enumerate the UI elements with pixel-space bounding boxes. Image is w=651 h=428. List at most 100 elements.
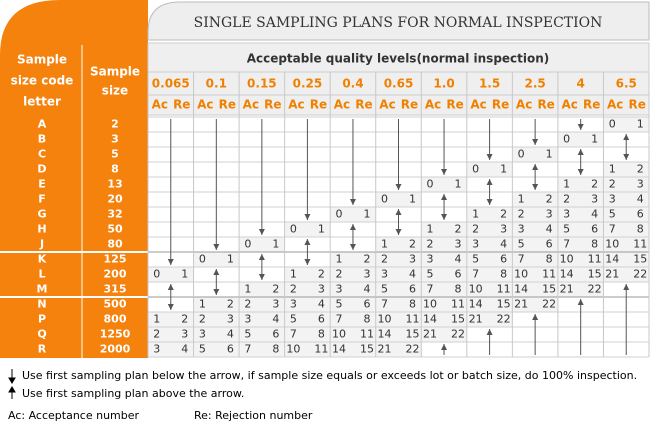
aql: 6.5	[616, 77, 637, 91]
ac-value: 1	[244, 283, 251, 296]
plan-cell	[375, 327, 422, 342]
code-letter-head: letter	[23, 95, 61, 109]
plan-cell	[421, 312, 467, 327]
ac-value: 21	[560, 283, 574, 296]
ac-value: 5	[381, 283, 388, 296]
plan-cell	[239, 312, 285, 327]
plan-cell	[239, 297, 285, 312]
ac-value: 10	[378, 313, 392, 326]
ac-value: 10	[332, 328, 346, 341]
ac-value: 1	[335, 253, 342, 266]
ac-value: 5	[335, 298, 342, 311]
re-value: 3	[546, 208, 553, 221]
arrow-head	[167, 304, 174, 310]
arrow-head	[441, 169, 448, 175]
plan-cell	[557, 132, 604, 147]
sample-size: 500	[104, 298, 127, 311]
plan-cell	[421, 297, 467, 312]
plan-cell	[421, 327, 467, 342]
ac-value: 0	[563, 133, 570, 146]
plan-cell	[330, 327, 376, 342]
ac-value: 3	[518, 223, 525, 236]
ac-value: 0	[199, 253, 206, 266]
ac-value: 0	[290, 223, 297, 236]
plan-cell	[330, 267, 376, 282]
plan-cell	[284, 267, 331, 282]
plan-cell	[330, 282, 376, 297]
arrow-head	[441, 214, 448, 220]
arrow-head	[532, 184, 539, 190]
re-value: 4	[500, 238, 507, 251]
plan-cell	[512, 297, 558, 312]
plan-cell	[466, 282, 513, 297]
ac-value: 7	[472, 268, 479, 281]
ac-value: 1	[609, 163, 616, 176]
aql: 4	[577, 77, 585, 91]
re-value: 4	[546, 223, 553, 236]
ac-value: 3	[290, 298, 297, 311]
sample-size: 2000	[100, 343, 131, 356]
plan-cell	[557, 267, 604, 282]
ac-value: 21	[423, 328, 437, 341]
sample-size: 20	[107, 193, 123, 206]
ac-value: 5	[290, 313, 297, 326]
plan-cell	[421, 252, 467, 267]
ac-value: 21	[605, 268, 619, 281]
re-value: 1	[546, 148, 553, 161]
arrow-head	[167, 284, 174, 290]
re-value: 11	[314, 343, 328, 356]
ac-value: 7	[427, 283, 434, 296]
ac-head: Ac	[379, 98, 395, 112]
plan-cell	[557, 222, 604, 237]
sample-size: 32	[107, 208, 122, 221]
re-value: 1	[318, 223, 325, 236]
ac-value: 21	[378, 343, 392, 356]
re-value: 1	[227, 253, 234, 266]
plan-cell	[512, 207, 558, 222]
re-value: 11	[542, 268, 556, 281]
sample-size: 315	[104, 283, 127, 296]
ac-value: 7	[563, 238, 570, 251]
arrow-head	[577, 299, 584, 305]
re-head: Re	[264, 98, 281, 112]
ac-value: 2	[199, 313, 206, 326]
re-value: 2	[272, 283, 279, 296]
re-value: 6	[272, 328, 279, 341]
aql: 2.5	[525, 77, 546, 91]
plan-cell	[603, 222, 649, 237]
re-value: 3	[272, 298, 279, 311]
arrow-head	[167, 259, 174, 265]
plan-cell	[375, 297, 422, 312]
ac-value: 2	[381, 253, 388, 266]
re-value: 22	[633, 268, 647, 281]
re-value: 11	[406, 313, 420, 326]
code-letter: P	[38, 313, 46, 326]
re-value: 6	[409, 283, 416, 296]
aql: 0.1	[206, 77, 227, 91]
arrow-head	[532, 314, 539, 320]
arrow-head	[441, 194, 448, 200]
ac-head: Ac	[470, 98, 486, 112]
sample-size-head: size	[102, 84, 128, 98]
code-letter: A	[38, 118, 47, 131]
ac-value: 7	[609, 223, 616, 236]
re-value: 1	[181, 268, 188, 281]
plan-cell	[239, 237, 285, 252]
ac-value: 1	[427, 223, 434, 236]
title-band	[147, 1, 650, 41]
plan-cell	[421, 177, 467, 192]
re-head: Re	[219, 98, 236, 112]
re-value: 6	[500, 253, 507, 266]
plan-cell	[557, 282, 604, 297]
ac-value: 7	[381, 298, 388, 311]
ac-value: 2	[290, 283, 297, 296]
ac-value: 2	[472, 223, 479, 236]
plan-cell	[284, 222, 331, 237]
arrow-head	[623, 154, 630, 160]
ac-value: 14	[332, 343, 346, 356]
plan-cell	[466, 297, 513, 312]
arrow-head	[395, 184, 402, 190]
plan-cell	[603, 207, 649, 222]
plan-cell	[512, 147, 558, 162]
